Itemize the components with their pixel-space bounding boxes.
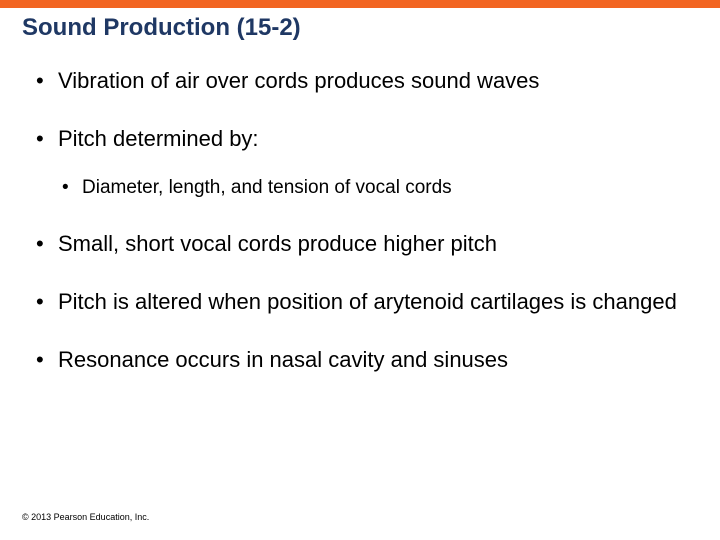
body-area: Vibration of air over cords produces sou… <box>0 46 720 540</box>
slide: Sound Production (15-2) Vibration of air… <box>0 0 720 540</box>
list-item: Diameter, length, and tension of vocal c… <box>58 174 690 203</box>
list-item: Pitch is altered when position of aryten… <box>30 285 690 319</box>
list-item: Pitch determined by: Diameter, length, a… <box>30 122 690 203</box>
bullet-text: Vibration of air over cords produces sou… <box>58 68 539 93</box>
bullet-text: Pitch is altered when position of aryten… <box>58 289 677 314</box>
bullet-text: Small, short vocal cords produce higher … <box>58 231 497 256</box>
bullet-text: Pitch determined by: <box>58 126 259 151</box>
list-item: Vibration of air over cords produces sou… <box>30 64 690 98</box>
bullet-list: Vibration of air over cords produces sou… <box>30 64 690 377</box>
copyright-footer: © 2013 Pearson Education, Inc. <box>22 512 149 522</box>
sub-bullet-list: Diameter, length, and tension of vocal c… <box>58 174 690 203</box>
slide-title: Sound Production (15-2) <box>22 14 698 42</box>
list-item: Resonance occurs in nasal cavity and sin… <box>30 343 690 377</box>
title-area: Sound Production (15-2) <box>0 8 720 46</box>
top-accent-bar <box>0 0 720 8</box>
bullet-text: Resonance occurs in nasal cavity and sin… <box>58 347 508 372</box>
list-item: Small, short vocal cords produce higher … <box>30 227 690 261</box>
bullet-text: Diameter, length, and tension of vocal c… <box>82 177 452 198</box>
